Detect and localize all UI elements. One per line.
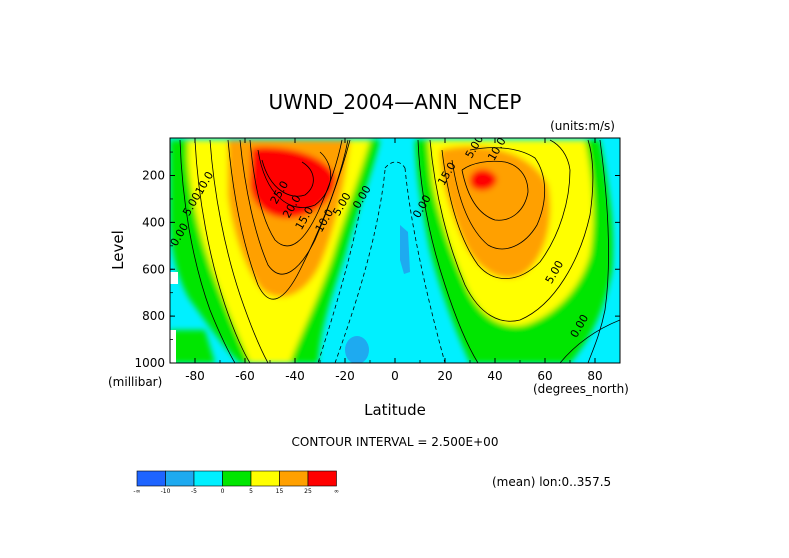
contour-line-south-1	[179, 139, 236, 363]
missing-data-patch	[170, 272, 178, 284]
colorbar-swatch	[193, 470, 223, 487]
colorbar-swatch	[165, 470, 195, 487]
colorbar-swatch	[307, 470, 337, 487]
colorbar-label: 5	[249, 488, 253, 495]
contour-line-north-2	[429, 139, 594, 322]
x-tick-label: 0	[391, 369, 399, 383]
contour-lines-negative	[317, 161, 446, 363]
y-tick-label: 400	[142, 215, 165, 229]
contour-line-north-4	[451, 147, 546, 250]
x-tick-label: 60	[537, 369, 552, 383]
contour-line-south-3	[209, 139, 269, 363]
contour-line-north-1	[417, 139, 479, 363]
x-tick-label: -40	[285, 369, 305, 383]
colorbar-label: 15	[276, 488, 284, 495]
x-tick-label: -60	[235, 369, 255, 383]
contour-line-north-3	[441, 139, 571, 279]
colorbar-label: -5	[191, 488, 197, 495]
contour-line-dashed-3	[317, 209, 361, 363]
x-axis-label: Latitude	[364, 401, 426, 419]
x-tick-label: 80	[587, 369, 602, 383]
colorbar-label: -∞	[133, 488, 140, 495]
colorbar-swatch	[250, 470, 280, 487]
contour-line-surface-north	[559, 319, 620, 363]
colorbar-label: 25	[304, 488, 312, 495]
y-axis: 200 400 600 800 1000	[134, 151, 620, 370]
contour-line-dashed-1	[334, 169, 386, 363]
colorbar-label: 0	[221, 488, 225, 495]
x-tick-label: -80	[185, 369, 205, 383]
x-axis: -80 -60 -40 -20 0 20 40 60 80	[169, 138, 621, 383]
shade-blue-upper-minimum	[400, 225, 410, 274]
x-tick-label: -20	[335, 369, 355, 383]
contour-line-south-5	[239, 139, 349, 275]
colorbar-swatch	[222, 470, 252, 487]
contour-line-south-2	[194, 139, 251, 363]
colorbar-label: ∞	[334, 488, 339, 495]
colorbar-swatch	[136, 470, 166, 487]
shade-red-south	[250, 147, 336, 219]
mean-longitude-label: (mean) lon:0..357.5	[492, 475, 611, 489]
contour-interval-label: CONTOUR INTERVAL = 2.500E+00	[292, 435, 499, 449]
y-tick-label: 800	[142, 309, 165, 323]
contour-line-south-8	[261, 159, 314, 197]
contour-line-dashed-4	[384, 161, 406, 169]
x-units-label: (degrees_north)	[533, 382, 629, 396]
y-tick-label: 1000	[134, 356, 165, 370]
shade-blue-tropical-minimum	[345, 336, 369, 363]
x-tick-label: 20	[437, 369, 452, 383]
y-tick-label: 200	[142, 169, 165, 183]
missing-data-patch-2	[170, 330, 176, 363]
shade-orange-north	[440, 146, 551, 278]
contour-lines	[179, 139, 620, 363]
colorbar-label: -10	[161, 488, 171, 495]
contour-line-south-7	[257, 149, 332, 208]
contour-line-north-5	[461, 160, 529, 221]
y-axis-label: Level	[109, 230, 127, 270]
colorbar: -∞ -10 -5 0 5 15 25 ∞	[133, 470, 339, 495]
units-label: (units:m/s)	[550, 119, 615, 133]
y-tick-label: 600	[142, 262, 165, 276]
chart-title: UWND_2004—ANN_NCEP	[269, 90, 522, 114]
shade-red-north	[469, 169, 497, 191]
shade-green-south-pole	[170, 330, 215, 363]
contour-line-south-6	[249, 139, 343, 247]
y-units-label: (millibar)	[108, 375, 162, 389]
contour-line-north-6	[587, 139, 610, 363]
colorbar-swatch	[279, 470, 309, 487]
x-tick-label: 40	[487, 369, 502, 383]
